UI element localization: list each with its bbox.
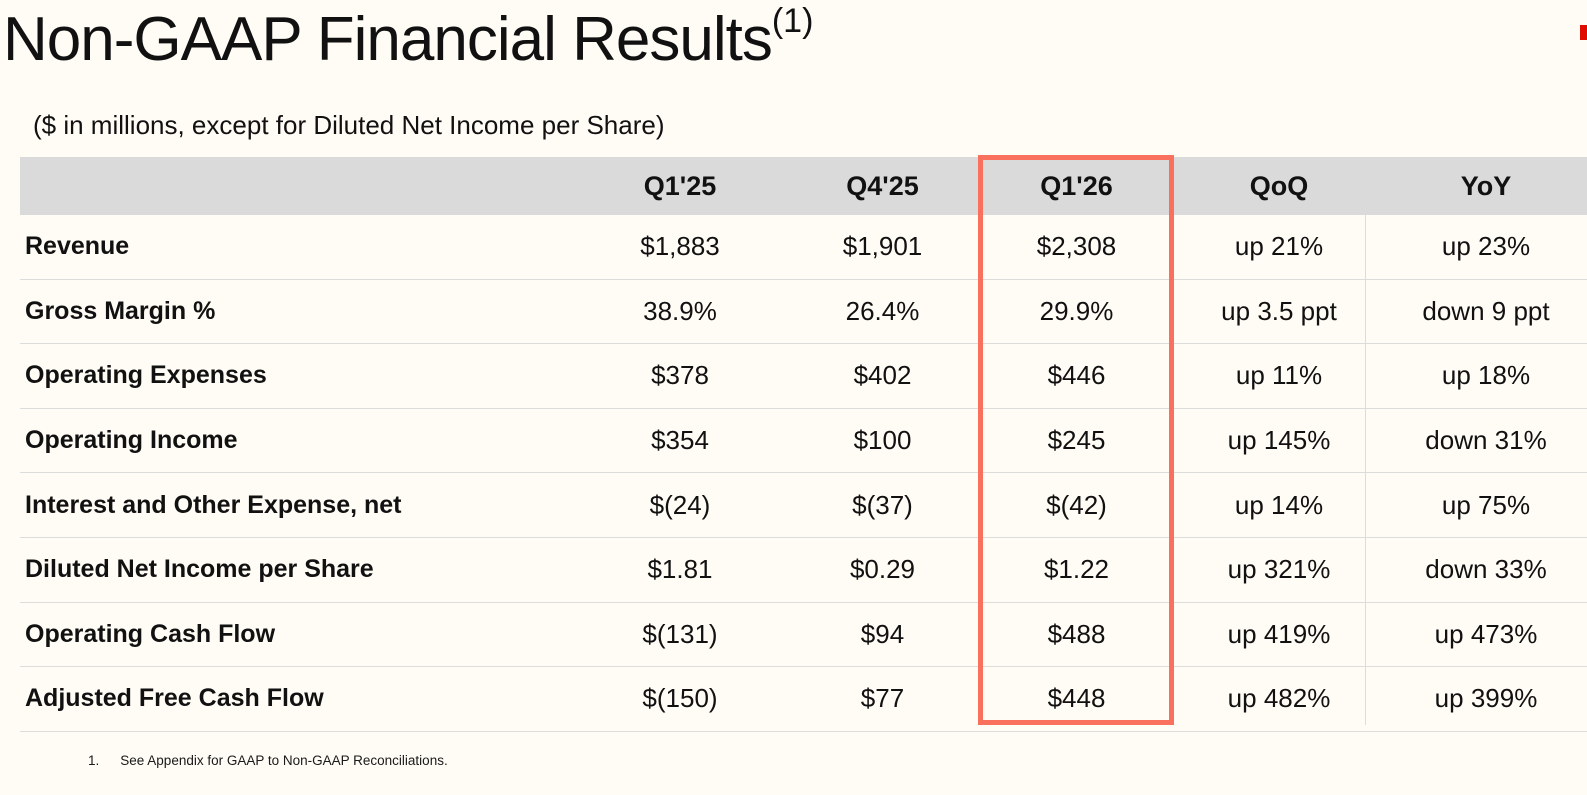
header-cell-qoq: QoQ (1249, 170, 1309, 201)
cell-q1-25: $(150) (642, 683, 718, 714)
table-row-operating-income: Operating Income $354 $100 $245 up 145% … (20, 409, 1587, 474)
cell-q4-25: $(37) (852, 489, 913, 520)
cell-q4-25: $402 (853, 360, 912, 391)
cell-q4-25: $1,901 (842, 231, 923, 262)
row-label: Operating Cash Flow (25, 619, 276, 648)
footnote: 1. See Appendix for GAAP to Non-GAAP Rec… (88, 753, 448, 768)
header-cell-yoy: YoY (1460, 170, 1512, 201)
table-row-diluted-eps: Diluted Net Income per Share $1.81 $0.29… (20, 538, 1587, 603)
cell-q1-26: $488 (1047, 618, 1106, 649)
cell-q1-25: $354 (651, 425, 709, 456)
footnote-number: 1. (88, 753, 100, 768)
cell-qoq: up 321% (1227, 554, 1331, 585)
table-row-revenue: Revenue $1,883 $1,901 $2,308 up 21% up 2… (20, 215, 1587, 280)
cell-q4-25: $77 (860, 683, 905, 714)
cell-qoq: up 3.5 ppt (1221, 295, 1337, 326)
cell-qoq: up 21% (1234, 231, 1324, 262)
row-label: Operating Income (25, 426, 238, 455)
cell-qoq: up 11% (1235, 360, 1323, 391)
cell-q1-26: 29.9% (1039, 295, 1114, 326)
title-footnote-marker: (1) (771, 2, 814, 40)
cell-q4-25: $100 (853, 425, 912, 456)
footnote-text: See Appendix for GAAP to Non-GAAP Reconc… (120, 753, 448, 768)
cell-qoq: up 419% (1227, 618, 1331, 649)
cell-q1-25: $1,883 (640, 231, 720, 262)
header-cell-q1-25: Q1'25 (643, 170, 717, 201)
header-cell-q1-26: Q1'26 (1040, 170, 1113, 201)
cell-q4-25: $94 (860, 618, 905, 649)
corner-accent-mark (1580, 25, 1587, 40)
table-row-operating-cash-flow: Operating Cash Flow $(131) $94 $488 up 4… (20, 603, 1587, 668)
subtitle: ($ in millions, except for Diluted Net I… (33, 110, 665, 140)
cell-q1-25: 38.9% (643, 295, 717, 326)
cell-yoy: up 473% (1434, 618, 1538, 649)
cell-yoy: down 9 ppt (1422, 295, 1550, 326)
qoq-yoy-column-divider (1365, 215, 1366, 725)
cell-q1-26: $448 (1047, 683, 1106, 714)
table-header-row: Q1'25 Q4'25 Q1'26 QoQ YoY (20, 157, 1587, 215)
cell-yoy: up 75% (1441, 489, 1531, 520)
row-label: Revenue (25, 232, 130, 261)
cell-q4-25: 26.4% (845, 295, 920, 326)
cell-q4-25: $0.29 (849, 554, 916, 585)
cell-q1-25: $(24) (649, 489, 711, 520)
row-label: Gross Margin % (25, 296, 216, 325)
cell-q1-25: $(131) (642, 618, 718, 649)
table-row-interest-other-expense: Interest and Other Expense, net $(24) $(… (20, 473, 1587, 538)
cell-yoy: up 399% (1434, 683, 1538, 714)
cell-q1-25: $378 (651, 360, 709, 391)
page-title: Non-GAAP Financial Results(1) (3, 2, 813, 75)
cell-q1-26: $2,308 (1036, 231, 1117, 262)
cell-q1-26: $245 (1047, 425, 1106, 456)
cell-q1-26: $446 (1047, 360, 1106, 391)
page-title-text: Non-GAAP Financial Results (3, 5, 773, 74)
cell-yoy: down 31% (1425, 425, 1547, 456)
row-label: Adjusted Free Cash Flow (25, 684, 324, 713)
row-label: Diluted Net Income per Share (25, 555, 374, 584)
cell-qoq: up 14% (1234, 489, 1324, 520)
row-label: Interest and Other Expense, net (25, 490, 402, 519)
cell-q1-26: $1.22 (1043, 554, 1110, 585)
table-row-operating-expenses: Operating Expenses $378 $402 $446 up 11%… (20, 344, 1587, 409)
cell-yoy: up 23% (1441, 231, 1531, 262)
cell-yoy: down 33% (1425, 554, 1547, 585)
table-row-adjusted-free-cash-flow: Adjusted Free Cash Flow $(150) $77 $448 … (20, 667, 1587, 732)
cell-q1-25: $1.81 (647, 554, 713, 585)
row-label: Operating Expenses (25, 361, 267, 390)
financial-results-table: Q1'25 Q4'25 Q1'26 QoQ YoY Revenue $1,883… (20, 157, 1587, 732)
cell-yoy: up 18% (1441, 360, 1531, 391)
cell-q1-26: $(42) (1046, 489, 1107, 520)
header-cell-q4-25: Q4'25 (846, 170, 919, 201)
cell-qoq: up 145% (1227, 425, 1331, 456)
cell-qoq: up 482% (1227, 683, 1331, 714)
table-row-gross-margin: Gross Margin % 38.9% 26.4% 29.9% up 3.5 … (20, 280, 1587, 345)
